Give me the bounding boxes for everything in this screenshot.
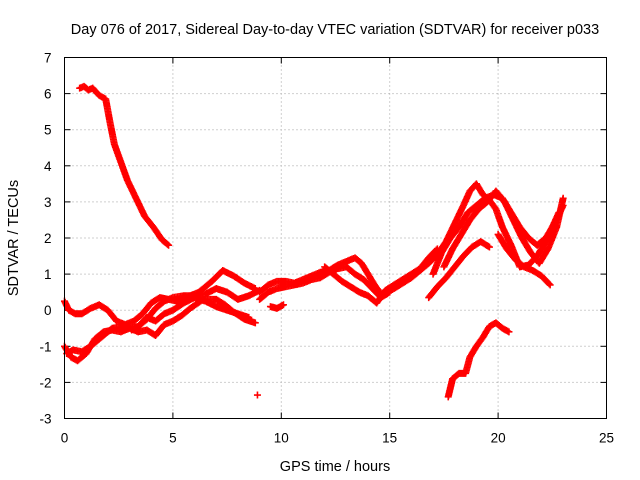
y-axis-label: SDTVAR / TECUs [6,180,22,296]
data-point-marker [279,301,287,309]
chart-title: Day 076 of 2017, Sidereal Day-to-day VTE… [71,22,599,38]
series-arc-e [128,294,253,334]
series-arc-l [440,187,567,271]
data-point-marker [245,313,253,321]
data-point-marker [546,281,554,289]
data-markers [61,82,567,401]
y-tick-label: 2 [44,231,52,246]
y-tick-label: 5 [44,123,52,138]
y-tick-label: 1 [44,267,52,282]
data-point-marker [251,319,259,327]
series-arc-i [321,245,441,307]
series-arc-a [76,82,173,249]
y-tick-label: -2 [39,375,51,390]
data-point-marker [545,280,553,288]
data-point-marker [485,243,493,251]
x-tick-label: 5 [169,431,177,446]
data-point-marker [505,328,513,336]
y-tick-label: 3 [44,195,52,210]
x-tick-label: 10 [274,431,289,446]
y-tick-label: -1 [39,339,51,354]
x-tick-label: 0 [61,431,69,446]
data-point-marker [163,240,171,248]
x-axis-label: GPS time / hours [280,459,390,475]
plot-frame [64,57,607,419]
series-outlier [253,391,261,399]
x-tick-label: 15 [382,431,397,446]
series-arc-n [425,238,493,302]
series-arc-o [444,319,513,401]
y-tick-label: 0 [44,303,52,318]
y-tick-label: 6 [44,87,52,102]
y-tick-label: 4 [44,159,52,174]
x-tick-label: 25 [599,431,614,446]
data-point-marker [253,391,261,399]
y-tick-label: -3 [39,412,51,427]
data-point-marker [559,194,567,202]
y-tick-label: 7 [44,51,52,66]
x-tick-label: 20 [491,431,506,446]
series-arc-f [256,254,385,298]
series-arc-h [266,301,287,312]
series-arc-m [494,230,554,289]
data-point-marker [165,241,173,249]
tick-labels: 0 5 10 15 20 25 -3 -2 -1 0 1 2 3 4 5 6 7 [39,51,614,446]
